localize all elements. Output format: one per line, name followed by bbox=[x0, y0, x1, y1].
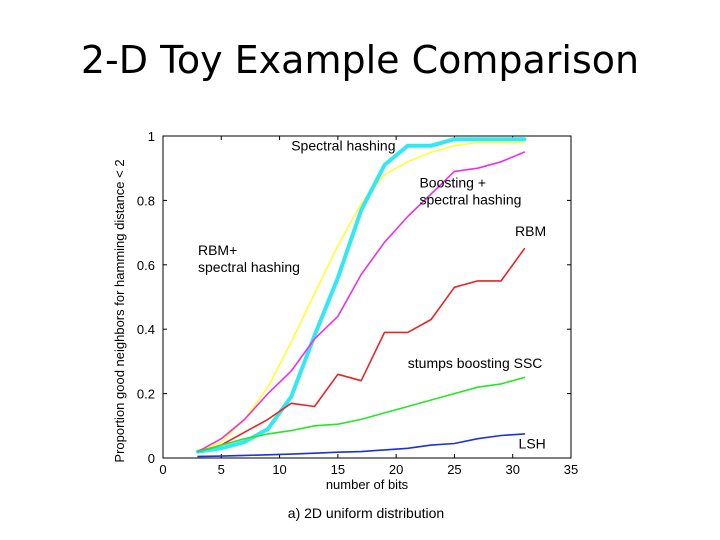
annotation-label: RBM+ spectral hashing bbox=[198, 242, 300, 275]
y-tick-label: 0.6 bbox=[137, 258, 155, 273]
y-tick-label: 1 bbox=[148, 129, 155, 144]
y-tick-label: 0.4 bbox=[137, 322, 155, 337]
x-tick-label: 25 bbox=[447, 462, 461, 477]
x-tick-label: 10 bbox=[272, 462, 286, 477]
y-tick-label: 0 bbox=[148, 451, 155, 466]
x-tick-label: 20 bbox=[389, 462, 403, 477]
annotation-label: LSH bbox=[519, 435, 546, 451]
axes: 0 5 10 15 20 25 30 35 0 0.2 0.4 0.6 0.8 1 bbox=[137, 129, 578, 477]
annotation-line: Boosting + bbox=[419, 175, 486, 191]
series-line-rbm bbox=[197, 247, 526, 453]
annotation-line: RBM+ bbox=[198, 242, 237, 258]
slide-title: 2-D Toy Example Comparison bbox=[80, 38, 640, 82]
annotation-line: RBM bbox=[515, 223, 546, 239]
x-tick-label: 35 bbox=[564, 462, 578, 477]
series-line-boosting-spectral-hashing bbox=[197, 151, 526, 453]
annotation-line: spectral hashing bbox=[198, 259, 300, 275]
plot-frame bbox=[162, 135, 572, 459]
y-tick-label: 0.2 bbox=[137, 387, 155, 402]
y-tick-label: 0.8 bbox=[137, 193, 155, 208]
series-line-lsh bbox=[197, 433, 526, 458]
annotation-line: Spectral hashing bbox=[291, 137, 395, 153]
annotation-label: Boosting + spectral hashing bbox=[419, 175, 521, 208]
x-tick-label: 30 bbox=[505, 462, 519, 477]
series-line-stumps-boosting-ssc bbox=[197, 376, 526, 453]
annotation-label: RBM bbox=[515, 223, 546, 239]
series-line-spectral-hashing bbox=[197, 141, 526, 453]
series-layer bbox=[196, 137, 527, 458]
annotation-line: stumps boosting SSC bbox=[408, 355, 543, 371]
x-axis-label: number of bits bbox=[326, 477, 409, 492]
x-tick-label: 15 bbox=[331, 462, 345, 477]
x-tick-label: 0 bbox=[159, 462, 166, 477]
chart-caption: a) 2D uniform distribution bbox=[288, 505, 444, 521]
annotation-label: Spectral hashing bbox=[291, 137, 395, 153]
annotation-line: LSH bbox=[519, 435, 546, 451]
annotation-line: spectral hashing bbox=[419, 192, 521, 208]
y-axis-label: Proportion good neighbors for hamming di… bbox=[112, 159, 127, 462]
x-tick-label: 5 bbox=[218, 462, 225, 477]
annotation-label: stumps boosting SSC bbox=[408, 355, 543, 371]
